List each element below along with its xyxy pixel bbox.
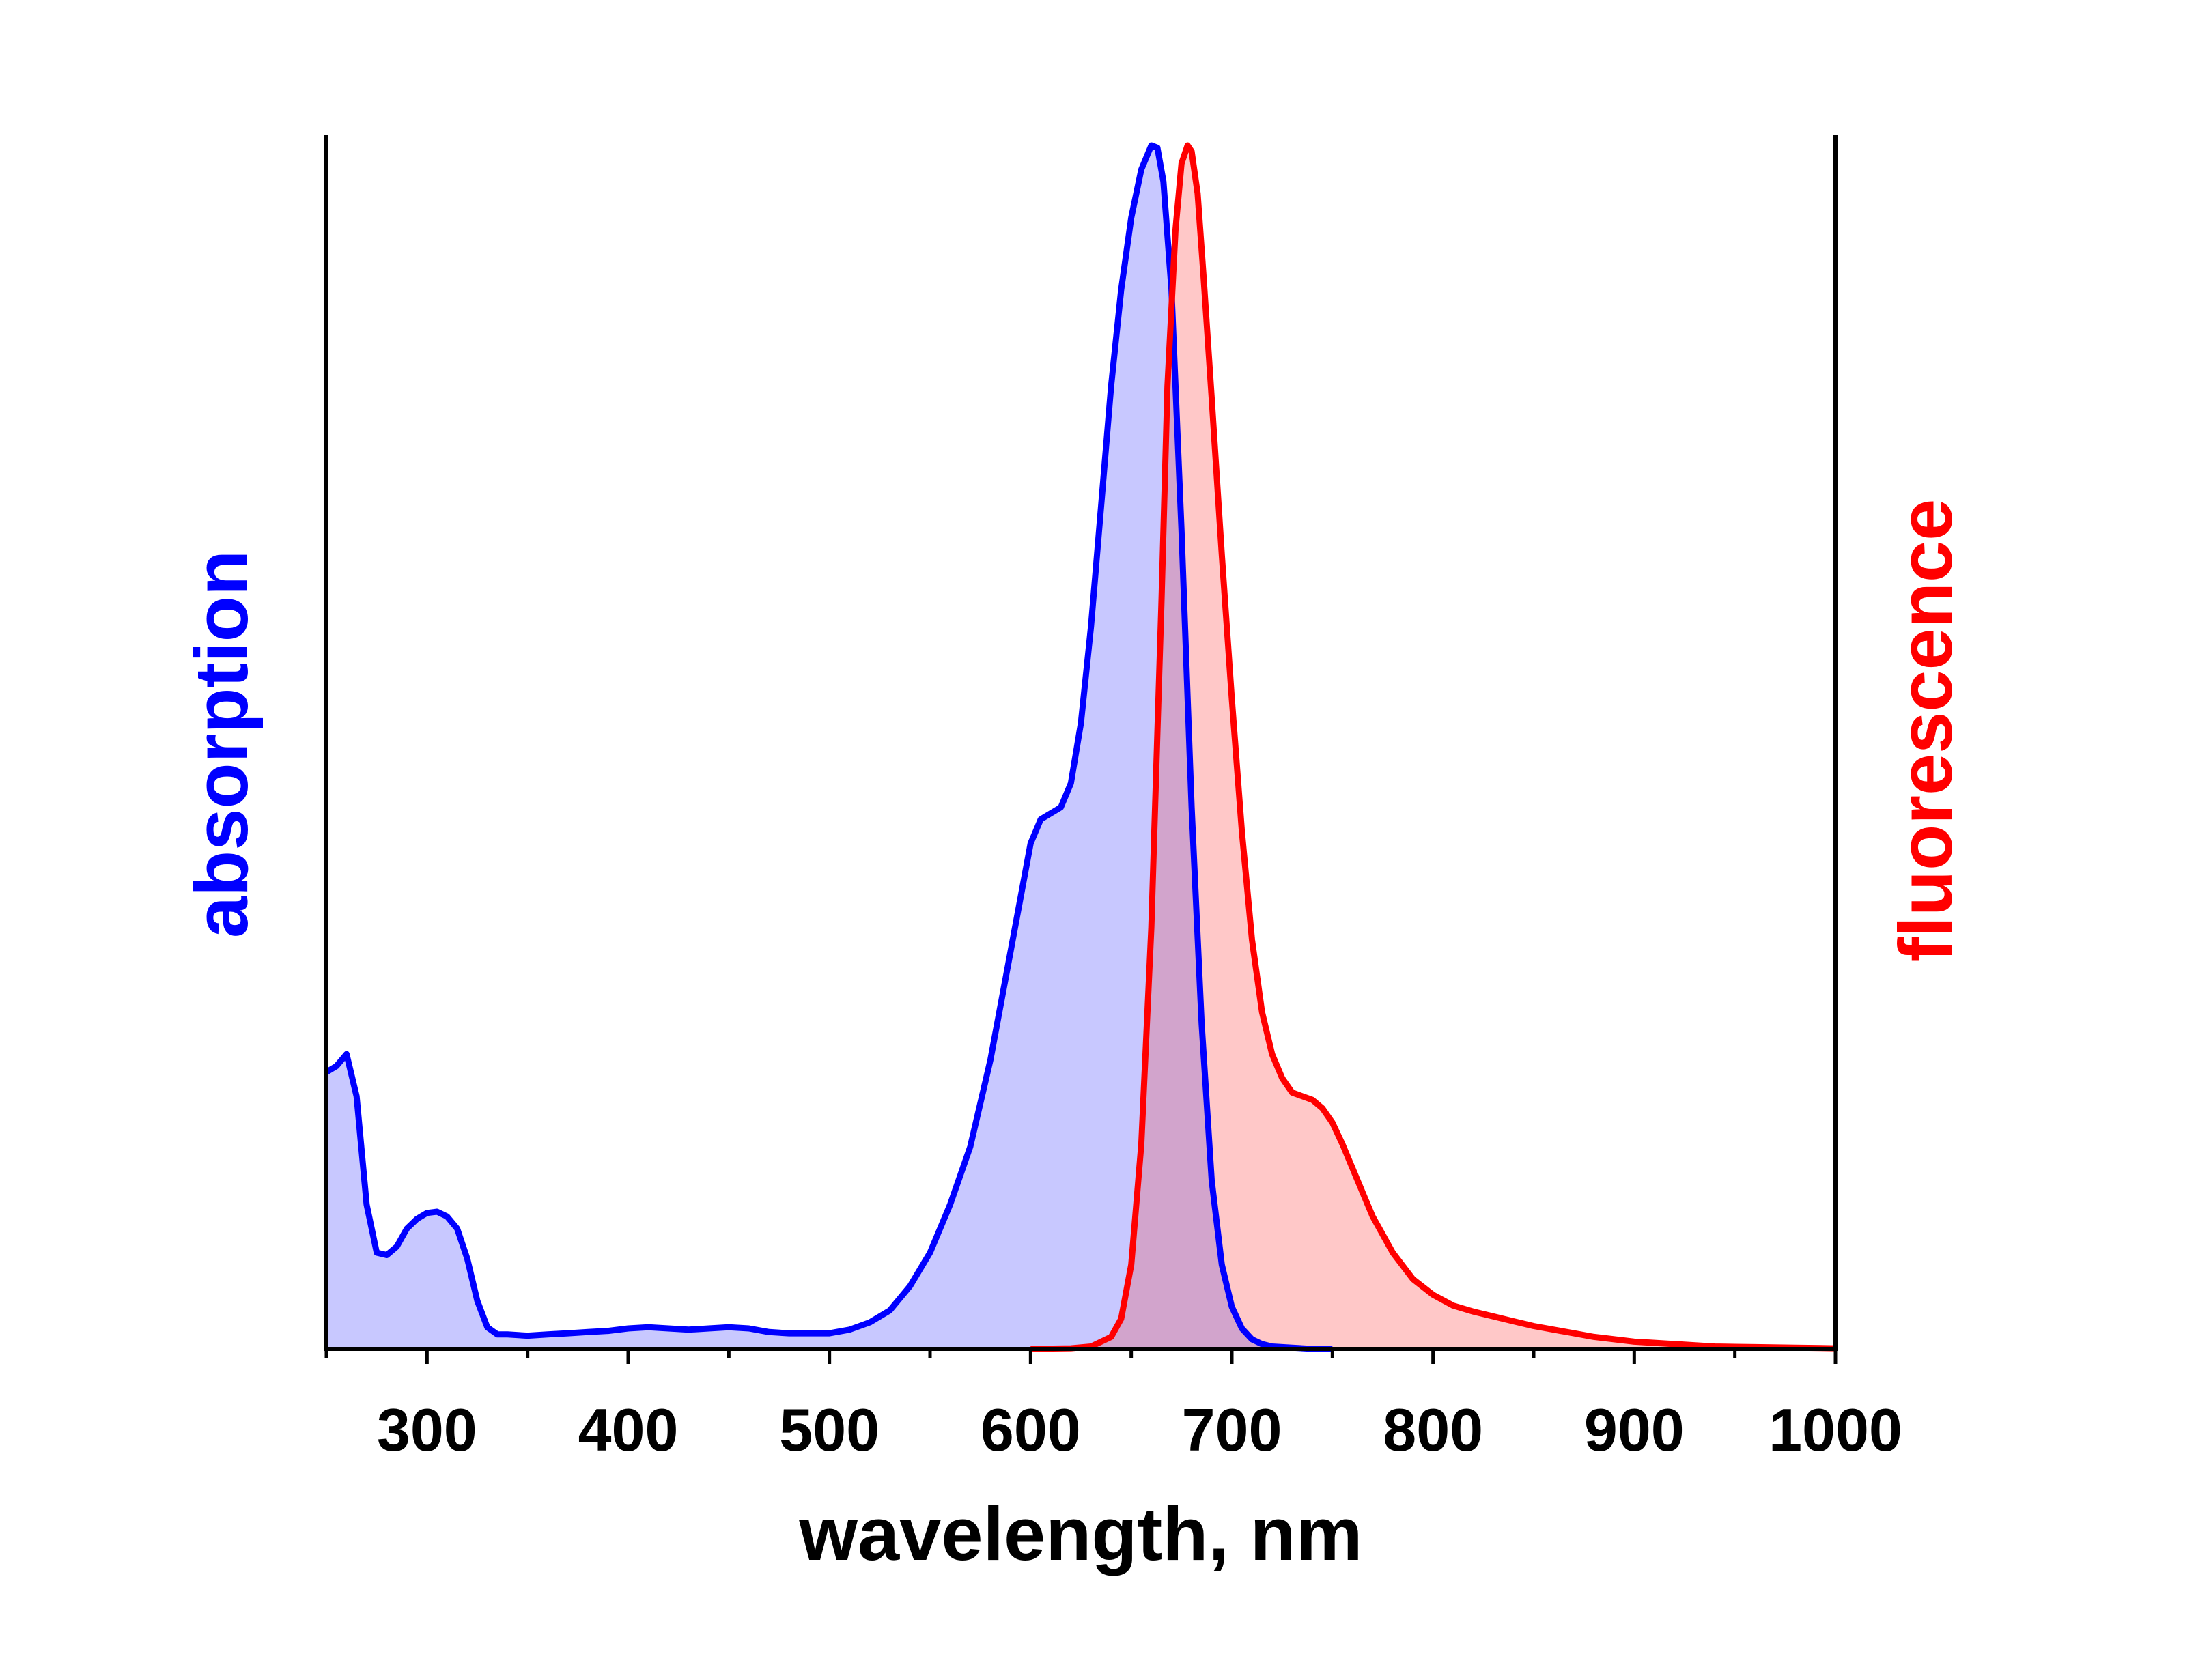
absorption-series-line [326, 142, 1333, 1352]
x-axis-tick-labels: 300 400 500 600 700 800 900 1000 [377, 1396, 1902, 1464]
x-tick-label: 600 [981, 1396, 1081, 1464]
x-axis-label: wavelength, nm [798, 1492, 1362, 1576]
x-axis-ticks [324, 1349, 1838, 1364]
fluorescence-series-line [1030, 142, 1835, 1352]
series-lines [326, 142, 1835, 1352]
x-tick-label: 500 [779, 1396, 879, 1464]
fluorescence-fill-area [1030, 145, 1835, 1349]
x-tick-label: 300 [377, 1396, 477, 1464]
x-tick-label: 800 [1383, 1396, 1483, 1464]
overlap-fill-area [1030, 308, 1333, 1349]
x-tick-label: 400 [578, 1396, 679, 1464]
x-tick-label: 1000 [1769, 1396, 1902, 1464]
x-tick-label: 900 [1584, 1396, 1685, 1464]
right-y-axis-label: fluorescence [1884, 499, 1968, 963]
left-y-axis-label: absorption [180, 550, 264, 938]
x-tick-label: 700 [1182, 1396, 1282, 1464]
series-areas [326, 145, 1835, 1349]
absorption-fill-area [326, 145, 1333, 1349]
